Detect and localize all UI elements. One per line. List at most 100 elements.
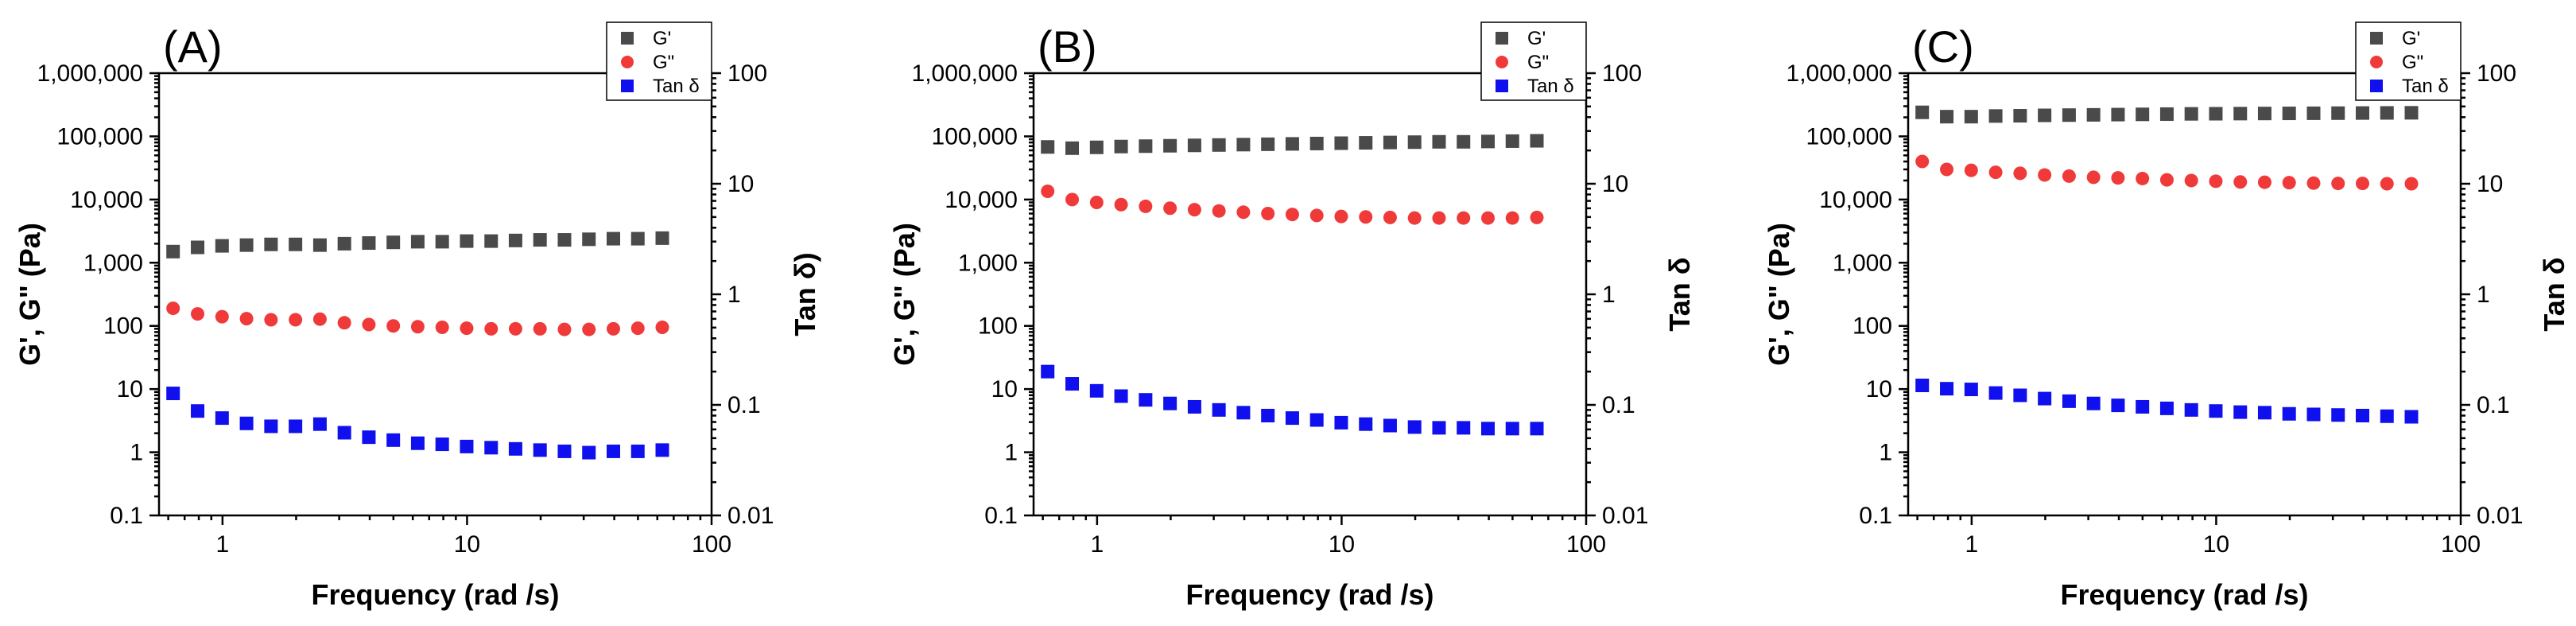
data-point	[630, 231, 645, 246]
data-point	[533, 233, 547, 247]
data-point	[239, 238, 254, 252]
legend: G' G" Tan δ	[2355, 21, 2462, 101]
data-point	[1530, 422, 1544, 436]
data-point	[2038, 391, 2052, 406]
data-point	[166, 244, 180, 259]
series-storage-modulus	[1915, 105, 2419, 124]
legend-marker	[621, 56, 634, 68]
data-point	[1187, 399, 1201, 414]
data-point	[289, 313, 303, 327]
data-point	[435, 235, 449, 249]
data-point	[1065, 141, 1080, 155]
x-tick-label: 100	[1566, 531, 1606, 558]
data-point	[533, 321, 547, 336]
y-tick-label: 10,000	[70, 187, 143, 213]
data-point	[1041, 185, 1055, 199]
data-point	[1988, 165, 2003, 180]
data-point	[1309, 413, 1324, 427]
data-point	[1261, 408, 1275, 422]
data-point	[1432, 211, 1446, 225]
data-point	[1457, 421, 1471, 435]
series-storage-modulus	[1041, 134, 1544, 155]
y-tick-label: 10	[991, 376, 1018, 402]
data-point	[1964, 383, 1978, 397]
x-tick-label: 100	[2441, 531, 2481, 558]
y2-tick-label: 0.01	[727, 503, 774, 529]
y2-tick-label: 10	[727, 171, 754, 197]
data-point	[1940, 162, 1954, 177]
data-point	[557, 444, 572, 458]
data-point	[1940, 110, 1954, 124]
y2-tick-label: 1	[2477, 282, 2490, 308]
data-point	[460, 439, 474, 453]
data-point	[1236, 205, 1251, 220]
data-point	[1236, 138, 1251, 152]
data-point	[1988, 109, 2003, 123]
data-point	[1309, 208, 1324, 223]
data-point	[1212, 138, 1226, 152]
y-tick-label: 1	[1879, 440, 1892, 466]
data-point	[1089, 140, 1104, 154]
data-point	[1089, 195, 1104, 209]
x-tick-label: 10	[1329, 531, 1355, 558]
data-point	[264, 419, 278, 434]
data-point	[606, 321, 620, 336]
chart-panel-c: 0.1 1 10 100 1,000 10,000 100,000 1,000,000 0.01…	[1763, 21, 2570, 611]
y2-tick-label: 100	[1602, 60, 1642, 87]
data-point	[1309, 136, 1324, 150]
data-point	[337, 426, 351, 440]
data-point	[1212, 402, 1226, 417]
data-point	[655, 231, 669, 245]
data-point	[1285, 137, 1299, 151]
data-point	[191, 240, 205, 255]
x-axis-title: Frequency (rad /s)	[1185, 578, 1433, 611]
data-point	[1505, 134, 1519, 148]
data-point	[166, 301, 180, 316]
series-storage-modulus	[166, 231, 669, 259]
legend-marker	[1496, 56, 1508, 68]
data-point	[1139, 139, 1153, 154]
data-point	[1187, 203, 1201, 217]
y2-axis-title: Tan δ	[1663, 257, 1696, 331]
data-point	[2062, 169, 2076, 183]
data-point	[2306, 106, 2321, 120]
data-point	[2038, 168, 2052, 182]
y2-axis-title: Tan δ	[2538, 257, 2570, 331]
data-point	[337, 236, 351, 251]
data-point	[2111, 107, 2125, 122]
y2-tick-label: 0.01	[2477, 503, 2523, 529]
data-point	[2257, 175, 2271, 189]
data-point	[484, 234, 499, 248]
y-axis-title: G', G" (Pa)	[888, 223, 921, 366]
x-tick-label: 1	[216, 531, 230, 558]
y-tick-label: 10,000	[1819, 187, 1892, 213]
data-point	[1915, 379, 1930, 393]
data-point	[557, 233, 572, 247]
x-tick-label: 1	[1091, 531, 1104, 558]
data-point	[1359, 210, 1373, 224]
data-point	[337, 316, 351, 330]
data-point	[1359, 417, 1373, 431]
data-point	[2380, 106, 2394, 120]
data-point	[2209, 174, 2223, 189]
data-point	[1114, 389, 1128, 403]
y-tick-label: 100	[978, 313, 1018, 340]
y-tick-label: 100,000	[57, 123, 143, 150]
y2-axis-title: Tan δ)	[789, 252, 821, 336]
data-point	[1285, 411, 1299, 426]
legend-label: Tan δ	[1527, 76, 1574, 97]
data-point	[435, 437, 449, 452]
data-point	[1480, 211, 1495, 225]
data-point	[1407, 420, 1422, 434]
data-point	[1988, 386, 2003, 400]
data-point	[2013, 166, 2027, 181]
data-point	[2136, 107, 2150, 122]
data-point	[312, 312, 327, 326]
data-point	[2209, 107, 2223, 121]
data-point	[1383, 135, 1397, 150]
data-point	[2159, 173, 2174, 187]
data-point	[2086, 170, 2101, 185]
data-point	[2013, 109, 2027, 123]
y-tick-label: 1,000,000	[37, 60, 143, 87]
chart-panel-b: 0.1 1 10 100 1,000 10,000 100,000 1,000,000 0.01…	[888, 21, 1696, 611]
